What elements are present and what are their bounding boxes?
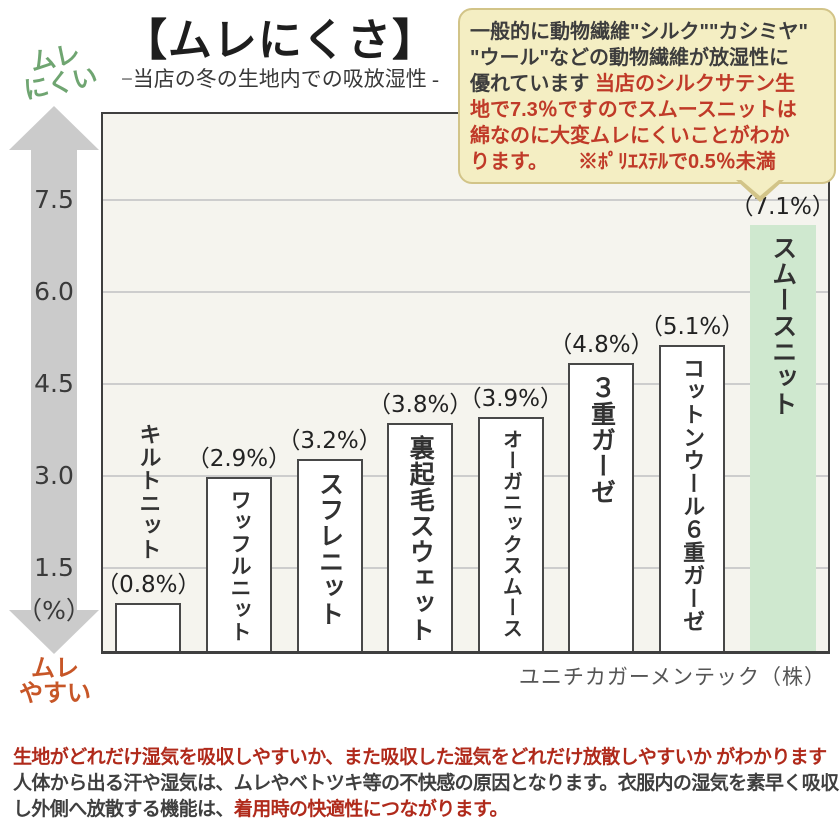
page-title: 【ムレにくさ】 xyxy=(122,16,438,65)
speech-bubble-annotation: 一般的に動物繊維"シルク""カシミヤ" "ウール"などの動物繊維が放湿性に 優れてい… xyxy=(458,8,836,202)
text-segment: 地で7.3％ですのでスムースニットは xyxy=(470,99,797,121)
text-line: 綿なのに大変ムレにくいことがわか xyxy=(470,123,828,149)
gridline xyxy=(103,383,828,385)
bar-category-label: コットンウール６重ガーゼ xyxy=(680,357,706,633)
bar-value-label: （5.1%） xyxy=(639,314,745,340)
text-line: "ウール"などの動物繊維が放湿性に xyxy=(470,45,828,71)
y-tick-label: 4.5 xyxy=(34,369,74,398)
bar-slot: （0.8%） キルトニット xyxy=(96,114,201,651)
bar-value-label: （2.9%） xyxy=(186,446,292,472)
y-axis-unit-label: （%） xyxy=(17,596,91,625)
page-subtitle: −当店の冬の生地内での吸放湿性 - xyxy=(120,67,440,91)
y-tick-label: 7.5 xyxy=(34,185,74,214)
bar-category-label: ワッフルニット xyxy=(227,489,251,643)
text-segment: 綿なのに大変ムレにくいことがわか xyxy=(470,125,790,147)
bar: 裏起毛スウェット xyxy=(387,423,454,651)
bar-category-label: スフレニット xyxy=(315,471,344,627)
bar-series: （0.8%） キルトニット （2.9%） ワッフルニット （3.2%） スフレニット （3.… xyxy=(96,114,835,651)
data-source-attribution: ユニチカガーメンテック（株） xyxy=(518,665,826,689)
bar: コットンウール６重ガーゼ xyxy=(659,345,726,651)
bar-value-label: （3.8%） xyxy=(367,392,473,418)
bar: スフレニット xyxy=(296,459,363,651)
bar xyxy=(115,603,182,651)
bar-category-label: ３重ガーゼ xyxy=(587,375,616,505)
bar-highlighted: スムースニット xyxy=(749,225,816,651)
text-segment: 着用時の快適性につながります。 xyxy=(233,799,509,820)
bar-slot: （2.9%） ワッフルニット xyxy=(187,114,291,651)
bar: ワッフルニット xyxy=(205,477,272,651)
axis-top-label: ムレ にくい xyxy=(21,39,101,106)
text-line: 優れています 当店のシルクサテン生 xyxy=(470,71,828,97)
bar-category-label: スムースニット xyxy=(768,235,797,417)
bar-value-label: （0.8%） xyxy=(96,572,201,598)
y-tick-label: 3.0 xyxy=(34,461,74,490)
text-segment: し外側へ放散する機能は、 xyxy=(13,799,234,820)
text-line: 地で7.3％ですのでスムースニットは xyxy=(470,97,828,123)
text-segment: 当店のシルクサテン生 xyxy=(594,73,795,95)
arrow-up-icon xyxy=(9,106,99,150)
chart-plot-area: （0.8%） キルトニット （2.9%） ワッフルニット （3.2%） スフレニット （3.… xyxy=(96,112,835,654)
gridline xyxy=(103,199,828,201)
axis-arrow-shaft xyxy=(31,148,77,612)
text-line: 人体から出る汗や湿気は、ムレやベトツキ等の不快感の原因となります。衣服内の湿気を… xyxy=(13,771,839,797)
bar-slot: （3.9%） オーガニックスムース xyxy=(459,114,563,651)
text-line: 生地がどれだけ湿気を吸収しやすいか、また吸収した湿気をどれだけ放散しやすいか が… xyxy=(13,745,833,771)
bar: ３重ガーゼ xyxy=(568,363,635,651)
y-tick-label: 6.0 xyxy=(34,277,74,306)
gridline xyxy=(103,291,828,293)
bar-slot: （3.8%） 裏起毛スウェット xyxy=(368,114,472,651)
bar-slot: （3.2%） スフレニット xyxy=(277,114,382,651)
text-segment: 優れています xyxy=(470,73,595,95)
bar-value-label: （4.8%） xyxy=(549,332,654,358)
bar-slot: （4.8%） ３重ガーゼ xyxy=(549,114,654,651)
speech-bubble-tail-fill xyxy=(740,179,780,196)
text-line: 一般的に動物繊維"シルク""カシミヤ" xyxy=(470,19,828,45)
text-segment: ります。 ※ﾎﾟﾘｴｽﾃﾙで0.5％未満 xyxy=(470,151,776,173)
bar-slot: （5.1%） コットンウール６重ガーゼ xyxy=(640,114,744,651)
gridline xyxy=(103,567,828,569)
axis-bottom-label: ムレ やすい xyxy=(19,655,91,707)
text-segment: 生地がどれだけ湿気を吸収しやすいか、また吸収した湿気をどれだけ放散しやすいか が… xyxy=(13,747,827,768)
footer-description: 生地がどれだけ湿気を吸収しやすいか、また吸収した湿気をどれだけ放散しやすいか が… xyxy=(13,745,839,823)
speech-bubble-text: 一般的に動物繊維"シルク""カシミヤ" "ウール"などの動物繊維が放湿性に 優れてい… xyxy=(470,19,828,175)
text-line: し外側へ放散する機能は、着用時の快適性につながります。 xyxy=(13,797,833,823)
text-segment: 一般的に動物繊維"シルク""カシミヤ" xyxy=(470,21,808,43)
text-line: ります。 ※ﾎﾟﾘｴｽﾃﾙで0.5％未満 xyxy=(470,149,828,175)
y-tick-label: 1.5 xyxy=(34,553,74,582)
bar-category-label: 裏起毛スウェット xyxy=(406,435,435,643)
bar: オーガニックスムース xyxy=(477,417,544,651)
text-segment: "ウール"などの動物繊維が放湿性に xyxy=(470,47,789,69)
bar-value-label: （3.2%） xyxy=(277,428,382,454)
gridline xyxy=(103,475,828,477)
text-segment: 人体から出る汗や湿気は、ムレやベトツキ等の不快感の原因となります。衣服内の湿気を… xyxy=(13,773,839,794)
bar-category-label: キルトニット xyxy=(136,423,162,561)
bar-value-label: （3.9%） xyxy=(458,386,564,412)
arrow-down-icon xyxy=(9,610,99,654)
bar-category-label: オーガニックスムース xyxy=(499,429,522,639)
